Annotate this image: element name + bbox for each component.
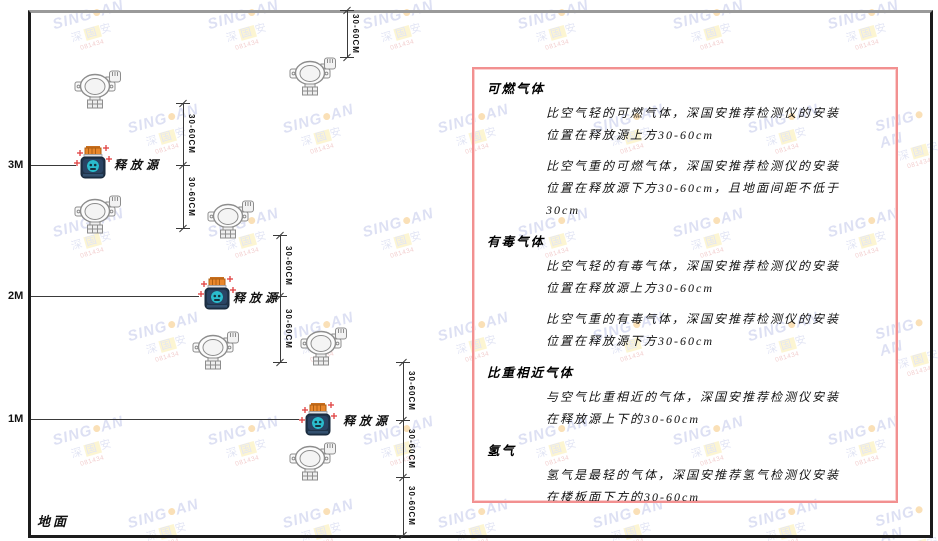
section-paragraph: 比空气重的可燃气体，深国安推荐检测仪的安装位置在释放源下方30-60cm，且地面… — [546, 159, 841, 217]
gas-detector-icon — [289, 439, 337, 486]
release-source-icon — [73, 145, 113, 186]
release-source-icon — [298, 402, 338, 443]
section-paragraph: 氢气是最轻的气体，深国安推荐氢气检测仪安装在楼板面下方的30-60cm — [546, 468, 841, 503]
section-flammable-gas: 可燃气体 比空气轻的可燃气体，深国安推荐检测仪的安装位置在释放源上方30-60c… — [474, 78, 896, 221]
dimension-label: 30-60CM — [284, 309, 293, 349]
release-source-label: 释放源 — [343, 414, 392, 428]
dimension-tick — [176, 221, 190, 235]
dimension-label: 30-60CM — [407, 428, 416, 469]
dimension-tick — [396, 470, 410, 484]
section-heading: 比重相近气体 — [487, 366, 575, 380]
gas-detector-icon — [74, 67, 122, 114]
section-paragraph: 比空气轻的有毒气体，深国安推荐检测仪的安装位置在释放源上方30-60cm — [546, 259, 841, 295]
release-source-icon — [197, 276, 237, 317]
gas-detector-icon — [300, 324, 348, 371]
dimension-label: 30-60CM — [187, 114, 196, 154]
height-line-3m — [31, 165, 76, 166]
section-paragraph: 与空气比重相近的气体，深国安推荐检测仪安装在释放源上下的30-60cm — [546, 390, 841, 426]
dimension-line — [403, 362, 404, 535]
dimension-line — [347, 10, 348, 57]
dimension-label: 30-60CM — [351, 13, 360, 54]
room-outline — [28, 10, 933, 538]
dimension-label: 30-60CM — [284, 245, 293, 286]
dimension-tick — [273, 289, 287, 303]
dimension-tick — [273, 228, 287, 242]
ground-label: 地面 — [37, 514, 70, 529]
section-heading: 氢气 — [487, 444, 517, 458]
release-source-label: 释放源 — [114, 158, 163, 172]
dimension-tick — [396, 528, 410, 541]
dimension-label: 30-60CM — [187, 176, 196, 217]
gas-detector-icon — [289, 54, 337, 101]
height-line-2m — [31, 296, 199, 297]
section-paragraph: 比空气轻的可燃气体，深国安推荐检测仪的安装位置在释放源上方30-60cm — [546, 106, 841, 142]
gas-detector-icon — [192, 328, 240, 375]
section-heading: 可燃气体 — [487, 82, 546, 96]
section-similar-density-gas: 比重相近气体 与空气比重相近的气体，深国安推荐检测仪安装在释放源上下的30-60… — [474, 362, 896, 430]
dimension-tick — [340, 3, 354, 17]
release-source-label: 释放源 — [233, 291, 282, 305]
gas-detector-icon — [74, 192, 122, 239]
gas-detector-icon — [207, 197, 255, 244]
section-hydrogen: 氢气 氢气是最轻的气体，深国安推荐氢气检测仪安装在楼板面下方的30-60cm — [474, 440, 896, 503]
section-toxic-gas: 有毒气体 比空气轻的有毒气体，深国安推荐检测仪的安装位置在释放源上方30-60c… — [474, 231, 896, 352]
recommendation-panel: 可燃气体 比空气轻的可燃气体，深国安推荐检测仪的安装位置在释放源上方30-60c… — [472, 67, 898, 503]
dimension-tick — [340, 50, 354, 64]
dimension-tick — [176, 96, 190, 110]
height-label-2m: 2M — [8, 290, 24, 302]
dimension-label: 30-60CM — [407, 371, 416, 411]
dimension-label: 30-60CM — [407, 486, 416, 526]
height-label-3m: 3M — [8, 159, 24, 171]
height-label-1m: 1M — [8, 413, 24, 425]
height-line-1m — [31, 419, 299, 420]
dimension-tick — [273, 355, 287, 369]
dimension-tick — [396, 413, 410, 427]
section-paragraph: 比空气重的有毒气体，深国安推荐检测仪的安装位置在释放源下方30-60cm — [546, 312, 841, 348]
section-heading: 有毒气体 — [487, 235, 546, 249]
dimension-tick — [396, 355, 410, 369]
dimension-tick — [176, 158, 190, 172]
